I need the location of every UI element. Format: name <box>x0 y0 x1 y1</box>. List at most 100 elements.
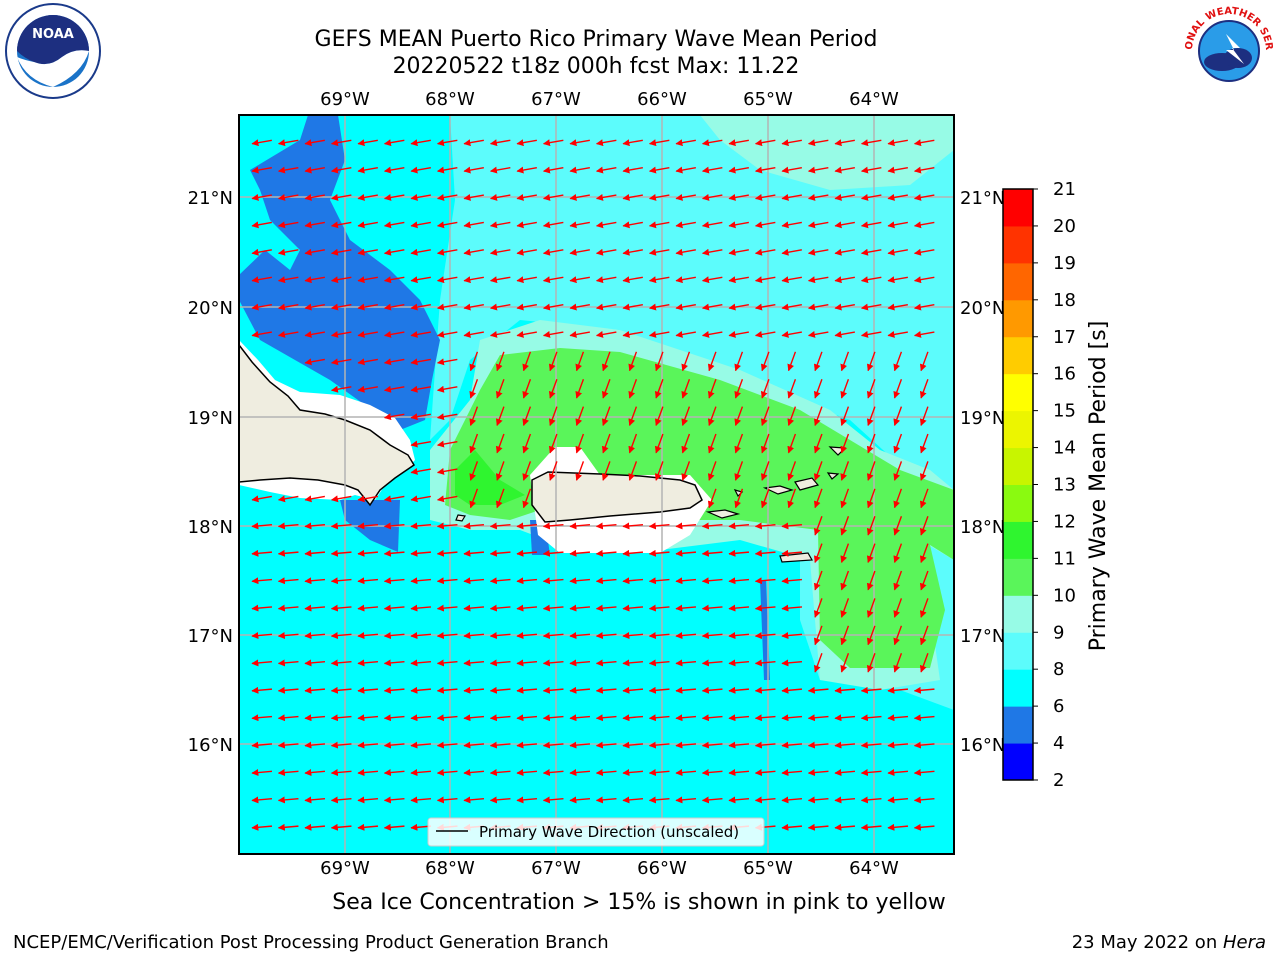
wave-direction-arrow <box>495 351 505 372</box>
colorbar-segment <box>1003 484 1033 522</box>
wave-direction-arrow <box>866 570 876 591</box>
wave-direction-arrow <box>522 433 532 454</box>
wave-direction-arrow <box>913 221 935 229</box>
wave-direction-arrow <box>887 686 909 694</box>
wave-direction-arrow <box>860 769 882 777</box>
wave-direction-arrow <box>807 330 829 338</box>
wave-direction-arrow <box>251 823 273 831</box>
wave-direction-arrow <box>251 221 272 229</box>
lat-labels-right: 21°N 20°N 19°N 18°N 17°N 16°N <box>960 188 1005 756</box>
wave-direction-arrow <box>860 166 882 174</box>
wave-direction-arrow <box>781 248 802 256</box>
wave-direction-arrow <box>410 440 431 448</box>
lon-label: 67°W <box>531 89 581 110</box>
wave-direction-arrow <box>542 796 564 804</box>
land-mona-island <box>455 514 466 522</box>
wave-direction-arrow <box>648 796 670 804</box>
wave-direction-arrow <box>330 330 352 338</box>
wave-direction-arrow <box>840 515 850 536</box>
wave-direction-arrow <box>495 378 505 399</box>
wave-direction-arrow <box>866 488 876 509</box>
wave-direction-arrow <box>919 652 929 673</box>
wave-direction-arrow <box>728 686 750 694</box>
wave-direction-arrow <box>436 714 458 722</box>
wave-direction-arrow <box>277 769 299 777</box>
wave-direction-arrow <box>813 378 823 399</box>
wave-direction-arrow <box>489 221 511 229</box>
wave-direction-arrow <box>834 823 856 831</box>
wave-direction-arrow <box>648 139 670 147</box>
land-virgin-islands <box>762 485 795 495</box>
wave-direction-arrow <box>489 686 511 694</box>
wave-direction-arrow <box>675 193 696 201</box>
sea-ice-note-text: Sea Ice Concentration > 15% is shown in … <box>332 890 946 915</box>
wave-direction-arrow <box>436 522 458 530</box>
wave-direction-arrow <box>701 577 723 585</box>
wave-direction-arrow <box>648 769 670 777</box>
wave-direction-arrow <box>436 577 458 585</box>
wave-direction-arrow <box>522 378 532 399</box>
wave-direction-arrow <box>893 406 903 427</box>
wave-direction-arrow <box>304 495 325 503</box>
wave-direction-arrow <box>813 351 823 372</box>
wave-direction-arrow <box>701 166 723 174</box>
wave-direction-arrow <box>330 769 352 777</box>
lat-labels-left: 21°N 20°N 19°N 18°N 17°N 16°N <box>188 188 233 756</box>
wave-direction-arrow <box>813 488 823 509</box>
wave-direction-arrow <box>622 330 643 338</box>
wave-direction-arrow <box>919 570 929 591</box>
wave-direction-arrow <box>622 577 644 585</box>
wave-direction-arrow <box>919 461 929 481</box>
wave-direction-arrow <box>595 741 617 749</box>
wave-direction-arrow <box>495 488 505 509</box>
lon-label: 68°W <box>425 858 475 879</box>
wave-direction-arrow <box>728 139 749 147</box>
wave-direction-arrow <box>251 495 272 503</box>
wave-direction-arrow <box>489 330 511 338</box>
wave-direction-arrow <box>807 741 829 749</box>
wave-direction-arrow <box>575 461 585 481</box>
wave-direction-arrow <box>648 330 670 338</box>
wave-direction-arrow <box>887 139 908 147</box>
wave-direction-arrow <box>383 139 405 147</box>
wave-direction-arrow <box>383 632 405 640</box>
wave-direction-arrow <box>707 433 717 454</box>
wave-direction-arrow <box>728 604 750 612</box>
wave-direction-arrow <box>866 652 876 673</box>
wave-direction-arrow <box>866 598 876 618</box>
wave-direction-arrow <box>251 796 273 804</box>
wave-direction-arrow <box>675 248 696 256</box>
wave-direction-arrow <box>754 796 776 804</box>
colorbar-segment <box>1003 669 1033 707</box>
wave-direction-arrow <box>675 714 697 722</box>
wave-direction-arrow <box>622 276 643 284</box>
wave-direction-arrow <box>304 769 326 777</box>
wave-direction-arrow <box>734 378 744 399</box>
wave-direction-arrow <box>516 139 537 147</box>
lon-labels-top: 69°W 68°W 67°W 66°W 65°W 64°W <box>320 89 899 110</box>
wave-direction-arrow <box>595 604 617 612</box>
wave-direction-arrow <box>760 433 770 454</box>
wave-direction-arrow <box>728 276 749 284</box>
wave-direction-arrow <box>304 303 325 311</box>
wave-direction-arrow <box>781 522 803 530</box>
wave-direction-arrow <box>622 769 644 777</box>
wave-direction-arrow <box>701 714 723 722</box>
wave-direction-arrow <box>840 378 850 399</box>
wave-direction-arrow <box>277 741 299 749</box>
wave-direction-arrow <box>330 303 352 311</box>
wave-direction-arrow <box>357 823 379 831</box>
wave-direction-arrow <box>701 604 723 612</box>
colorbar-tick-label: 16 <box>1053 364 1076 385</box>
wave-direction-arrow <box>569 276 590 284</box>
colorbar: 2 4 6 8 9 10 11 12 13 14 15 16 17 18 19 20 21 <box>1002 179 1076 791</box>
wave-direction-arrow <box>542 632 564 640</box>
wave-direction-arrow <box>383 166 405 174</box>
wave-direction-arrow <box>813 515 823 536</box>
wave-direction-arrow <box>648 221 670 229</box>
wave-direction-arrow <box>469 406 479 427</box>
wave-direction-arrow <box>840 543 850 564</box>
wave-direction-arrow <box>304 686 326 694</box>
wave-direction-arrow <box>707 461 717 481</box>
wave-direction-arrow <box>760 378 770 399</box>
